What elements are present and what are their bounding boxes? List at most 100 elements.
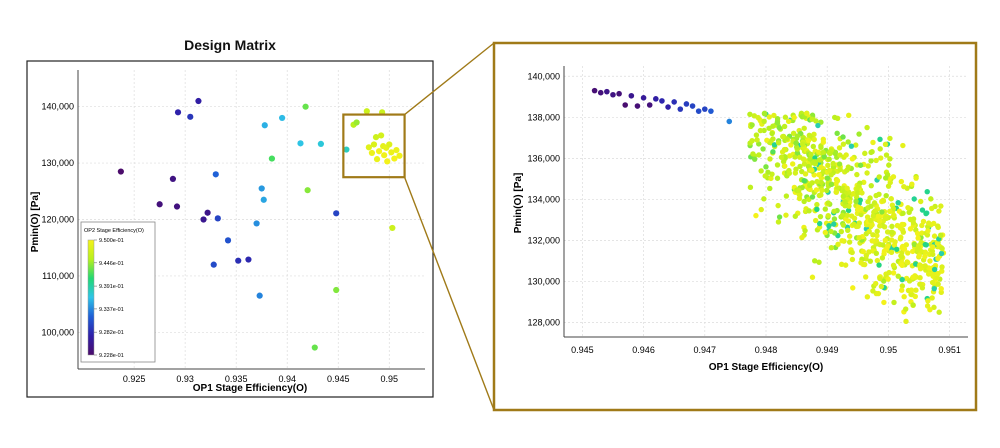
right-scatter-point <box>858 205 864 212</box>
right-frontier-point <box>726 118 733 125</box>
left-scatter-point <box>353 119 360 126</box>
right-scatter-point <box>900 210 906 216</box>
right-scatter-point <box>826 167 833 174</box>
right-scatter-point <box>808 167 815 173</box>
right-scatter-point <box>890 174 897 180</box>
right-scatter-point <box>875 213 881 219</box>
right-scatter-point <box>895 200 901 206</box>
right-scatter-point <box>808 151 814 158</box>
right-scatter-point <box>842 199 848 205</box>
right-scatter-point <box>895 273 901 279</box>
right-frontier-point <box>671 99 677 105</box>
right-scatter-point <box>762 173 768 179</box>
right-scatter-point <box>882 237 888 243</box>
right-scatter-point <box>885 276 891 282</box>
right-scatter-point <box>845 227 851 233</box>
right-scatter-point <box>751 156 758 162</box>
right-scatter-point <box>832 114 838 121</box>
right-scatter-point <box>877 223 883 229</box>
right-frontier-point <box>640 95 647 101</box>
colorbar-gradient <box>87 239 95 356</box>
right-scatter-point <box>873 250 880 256</box>
right-scatter-point <box>864 170 870 176</box>
right-scatter-point <box>770 149 776 155</box>
right-scatter-point <box>890 270 897 276</box>
right-scatter-point <box>925 298 931 304</box>
right-scatter-point <box>809 274 816 280</box>
left-x-tick-label: 0.945 <box>327 374 350 384</box>
right-scatter-point <box>830 160 836 167</box>
left-scatter-point <box>372 134 380 141</box>
left-scatter-point <box>297 140 304 147</box>
left-scatter-point <box>302 103 309 110</box>
left-scatter-point <box>268 155 276 162</box>
right-scatter-point <box>859 190 865 196</box>
zoom-highlight-box <box>342 113 406 179</box>
right-scatter-point <box>865 163 871 169</box>
right-scatter-point <box>887 135 893 142</box>
right-scatter-point <box>831 221 837 227</box>
right-scatter-point <box>898 287 905 293</box>
right-scatter-point <box>765 169 771 175</box>
left-scatter-point <box>187 113 194 120</box>
right-scatter-point <box>931 233 938 239</box>
right-scatter-point <box>906 209 912 216</box>
right-scatter-point <box>792 170 799 176</box>
right-scatter-point <box>872 280 879 287</box>
right-scatter-point <box>871 200 878 206</box>
right-scatter-point <box>938 286 944 292</box>
right-scatter-point <box>849 249 855 256</box>
right-scatter-point <box>761 111 768 117</box>
left-scatter-point <box>389 224 396 232</box>
right-scatter-point <box>812 258 818 264</box>
right-scatter-point <box>844 185 850 191</box>
left-scatter-point <box>200 216 207 223</box>
right-scatter-point <box>817 213 824 220</box>
right-scatter-point <box>849 256 856 263</box>
right-scatter-point <box>810 159 816 166</box>
right-scatter-point <box>901 294 907 300</box>
right-scatter-point <box>903 318 909 325</box>
right-scatter-point <box>820 149 826 155</box>
right-scatter-point <box>867 195 873 201</box>
left-scatter-point <box>117 168 124 175</box>
right-frontier-point <box>628 92 635 99</box>
right-scatter-point <box>793 144 800 150</box>
right-scatter-point <box>767 185 773 192</box>
right-scatter-point <box>930 220 937 227</box>
right-scatter-point <box>881 248 888 254</box>
right-scatter-point <box>833 189 840 195</box>
right-scatter-point <box>878 155 884 161</box>
right-scatter-point <box>792 154 798 160</box>
right-scatter-point <box>905 204 911 211</box>
right-frontier-point <box>683 101 690 107</box>
right-scatter-point <box>842 202 848 209</box>
colorbar-tick-label: 9.446e-01 <box>99 261 124 267</box>
colorbar-title: OP2 Stage Efficiency(O) <box>84 228 144 234</box>
right-scatter-point <box>855 190 861 196</box>
left-scatter-point <box>365 144 372 151</box>
right-scatter-point <box>806 208 812 214</box>
right-scatter-point <box>761 196 767 202</box>
right-scatter-point <box>849 156 856 162</box>
right-scatter-point <box>828 245 835 251</box>
right-scatter-point <box>774 175 781 181</box>
right-scatter-point <box>903 242 910 248</box>
right-scatter-point <box>781 123 788 130</box>
right-scatter-point <box>775 219 782 225</box>
right-scatter-point <box>761 118 767 125</box>
right-scatter-point <box>874 232 880 239</box>
right-scatter-point <box>801 125 807 131</box>
right-scatter-point <box>766 125 772 131</box>
right-frontier-point <box>604 88 610 95</box>
right-y-tick-label: 138,000 <box>527 112 560 122</box>
right-scatter-point <box>874 228 880 234</box>
left-scatter-point <box>210 261 217 268</box>
right-scatter-point <box>848 143 855 149</box>
left-scatter-point <box>343 146 350 153</box>
right-scatter-point <box>825 162 831 169</box>
left-scatter-point <box>169 175 177 182</box>
right-scatter-point <box>919 222 925 229</box>
left-scatter-point <box>381 152 388 159</box>
right-scatter-point <box>876 218 883 224</box>
